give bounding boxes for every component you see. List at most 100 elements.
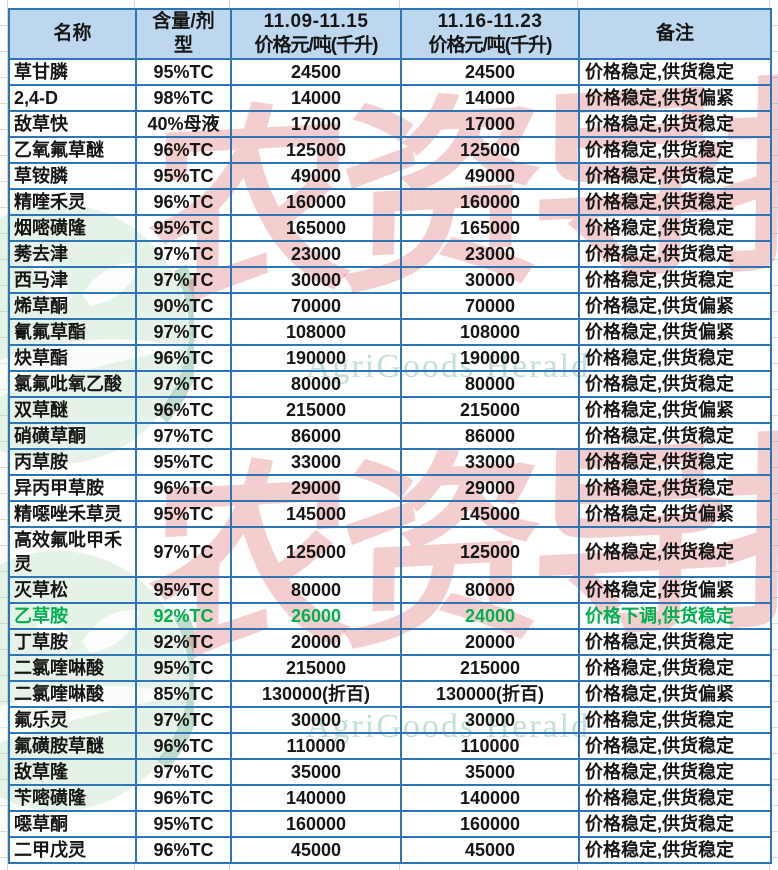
note-cell: 价格稳定,供货稳定 — [578, 136, 772, 164]
table-row: 乙氧氟草醚 96%TC 125000 125000 价格稳定,供货稳定 — [8, 136, 772, 164]
table-row: 噁草酮 95%TC 160000 160000 价格稳定,供货稳定 — [8, 810, 772, 838]
price-week1-cell: 140000 — [230, 784, 402, 812]
price-week1-cell: 23000 — [230, 240, 402, 268]
price-week2-cell: 49000 — [400, 162, 580, 190]
spec-cell: 95%TC — [135, 448, 232, 476]
price-week2-cell: 145000 — [400, 500, 580, 528]
spec-cell: 40%母液 — [135, 110, 232, 138]
name-cell: 敌草快 — [8, 110, 137, 138]
table-row: 乙草胺 92%TC 26000 24000 价格下调,供货稳定 — [8, 602, 772, 630]
name-cell: 苄嘧磺隆 — [8, 784, 137, 812]
table-row: 莠去津 97%TC 23000 23000 价格稳定,供货稳定 — [8, 240, 772, 268]
name-cell: 丙草胺 — [8, 448, 137, 476]
price-week1-cell: 190000 — [230, 344, 402, 372]
table-row: 二氯喹啉酸 85%TC 130000(折百) 130000(折百) 价格稳定,供货偏紧 — [8, 680, 772, 708]
spec-cell: 96%TC — [135, 344, 232, 372]
note-cell: 价格稳定,供货稳定 — [578, 654, 772, 682]
table-row: 2,4-D 98%TC 14000 14000 价格稳定,供货偏紧 — [8, 84, 772, 112]
price-week2-cell: 125000 — [400, 526, 580, 578]
header-note: 备注 — [578, 8, 772, 60]
table-row: 丁草胺 92%TC 20000 20000 价格稳定,供货稳定 — [8, 628, 772, 656]
note-cell: 价格稳定,供货稳定 — [578, 370, 772, 398]
spec-cell: 97%TC — [135, 370, 232, 398]
name-cell: 精喹禾灵 — [8, 188, 137, 216]
note-cell: 价格稳定,供货稳定 — [578, 266, 772, 294]
price-week2-cell: 24500 — [400, 58, 580, 86]
note-cell: 价格稳定,供货稳定 — [578, 240, 772, 268]
spec-cell: 92%TC — [135, 628, 232, 656]
price-week1-cell: 125000 — [230, 136, 402, 164]
header-week2-period: 11.16-11.23 — [437, 11, 543, 32]
table-row: 丙草胺 95%TC 33000 33000 价格稳定,供货稳定 — [8, 448, 772, 476]
table-row: 二甲戊灵 96%TC 45000 45000 价格稳定,供货稳定 — [8, 836, 772, 864]
spec-cell: 96%TC — [135, 136, 232, 164]
name-cell: 硝磺草酮 — [8, 422, 137, 450]
price-week2-cell: 215000 — [400, 396, 580, 424]
note-cell: 价格稳定,供货稳定 — [578, 526, 772, 578]
price-week2-cell: 110000 — [400, 732, 580, 760]
name-cell: 异丙甲草胺 — [8, 474, 137, 502]
price-week2-cell: 80000 — [400, 576, 580, 604]
price-week2-cell: 45000 — [400, 836, 580, 864]
spec-cell: 96%TC — [135, 836, 232, 864]
spec-cell: 95%TC — [135, 576, 232, 604]
price-week2-cell: 80000 — [400, 370, 580, 398]
name-cell: 灭草松 — [8, 576, 137, 604]
price-week2-cell: 160000 — [400, 810, 580, 838]
note-cell: 价格稳定,供货偏紧 — [578, 292, 772, 320]
name-cell: 西马津 — [8, 266, 137, 294]
note-cell: 价格稳定,供货偏紧 — [578, 84, 772, 112]
name-cell: 乙草胺 — [8, 602, 137, 630]
note-cell: 价格稳定,供货稳定 — [578, 58, 772, 86]
table-row: 双草醚 96%TC 215000 215000 价格稳定,供货偏紧 — [8, 396, 772, 424]
note-cell: 价格稳定,供货偏紧 — [578, 396, 772, 424]
name-cell: 2,4-D — [8, 84, 137, 112]
name-cell: 丁草胺 — [8, 628, 137, 656]
name-cell: 炔草酯 — [8, 344, 137, 372]
spec-cell: 97%TC — [135, 318, 232, 346]
spec-cell: 97%TC — [135, 240, 232, 268]
price-week1-cell: 145000 — [230, 500, 402, 528]
price-week1-cell: 80000 — [230, 370, 402, 398]
spec-cell: 96%TC — [135, 784, 232, 812]
price-week2-cell: 30000 — [400, 706, 580, 734]
price-week1-cell: 49000 — [230, 162, 402, 190]
note-cell: 价格稳定,供货稳定 — [578, 628, 772, 656]
note-cell: 价格稳定,供货稳定 — [578, 422, 772, 450]
price-week2-cell: 33000 — [400, 448, 580, 476]
price-week1-cell: 45000 — [230, 836, 402, 864]
price-week1-cell: 110000 — [230, 732, 402, 760]
price-week1-cell: 86000 — [230, 422, 402, 450]
header-week1-period: 11.09-11.15 — [263, 11, 369, 32]
table-row: 硝磺草酮 97%TC 86000 86000 价格稳定,供货稳定 — [8, 422, 772, 450]
name-cell: 氟乐灵 — [8, 706, 137, 734]
price-week2-cell: 130000(折百) — [400, 680, 580, 708]
price-week1-cell: 26000 — [230, 602, 402, 630]
spec-cell: 85%TC — [135, 680, 232, 708]
spec-cell: 96%TC — [135, 188, 232, 216]
name-cell: 高效氟吡甲禾灵 — [8, 526, 137, 578]
table-row: 精喹禾灵 96%TC 160000 160000 价格稳定,供货稳定 — [8, 188, 772, 216]
price-week1-cell: 165000 — [230, 214, 402, 242]
table-header: 名称 含量/剂型 11.09-11.15 价格元/吨(千升) 11.16-11.… — [8, 8, 772, 60]
note-cell: 价格稳定,供货稳定 — [578, 188, 772, 216]
table-row: 烯草酮 90%TC 70000 70000 价格稳定,供货偏紧 — [8, 292, 772, 320]
note-cell: 价格稳定,供货稳定 — [578, 214, 772, 242]
table-row: 草甘膦 95%TC 24500 24500 价格稳定,供货稳定 — [8, 58, 772, 86]
name-cell: 莠去津 — [8, 240, 137, 268]
header-spec: 含量/剂型 — [135, 8, 232, 60]
price-week1-cell: 215000 — [230, 654, 402, 682]
price-week2-cell: 190000 — [400, 344, 580, 372]
spec-cell: 95%TC — [135, 654, 232, 682]
table-row: 苄嘧磺隆 96%TC 140000 140000 价格稳定,供货稳定 — [8, 784, 772, 812]
spec-cell: 97%TC — [135, 266, 232, 294]
price-table-body: 草甘膦 95%TC 24500 24500 价格稳定,供货稳定 2,4-D 98%TC 140… — [8, 58, 772, 864]
name-cell: 氯氟吡氧乙酸 — [8, 370, 137, 398]
price-week1-cell: 30000 — [230, 266, 402, 294]
price-week1-cell: 24500 — [230, 58, 402, 86]
price-week1-cell: 160000 — [230, 810, 402, 838]
price-week1-cell: 29000 — [230, 474, 402, 502]
price-week2-cell: 86000 — [400, 422, 580, 450]
table-row: 西马津 97%TC 30000 30000 价格稳定,供货稳定 — [8, 266, 772, 294]
